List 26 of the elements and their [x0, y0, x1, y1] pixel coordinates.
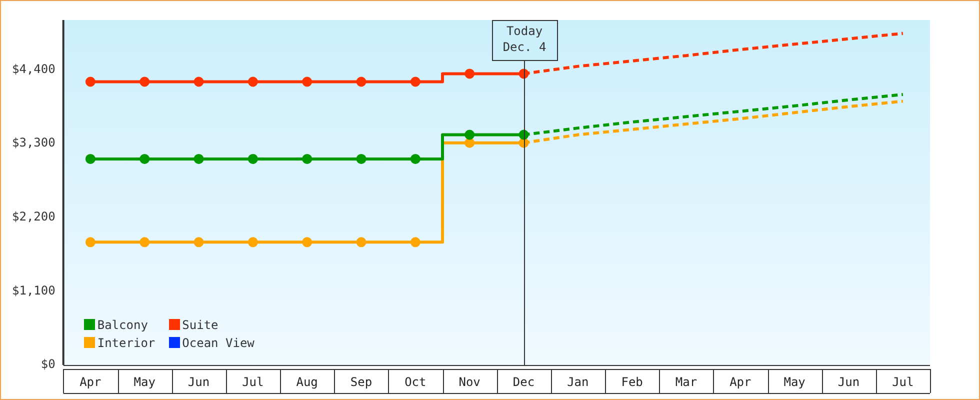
y-tick-label: $1,100 [12, 283, 56, 298]
x-tick-label: Apr [80, 375, 102, 389]
y-tick-label: $0 [40, 357, 56, 372]
y-tick-label: $4,400 [12, 62, 56, 76]
y-tick-label: $2,200 [12, 209, 56, 224]
x-tick-label: Jul [242, 375, 264, 389]
x-tick-label: May [784, 375, 806, 389]
legend-label: Suite [181, 318, 220, 332]
x-tick-label: May [134, 375, 156, 389]
ref-line-label: Today Dec. 4 [502, 24, 546, 54]
legend-label: Ocean View [181, 336, 254, 350]
x-tick-label: Mar [675, 375, 698, 389]
legend-label: Interior [96, 336, 156, 350]
x-tick-label: Dec [512, 375, 535, 389]
x-tick-label: Oct [404, 375, 426, 389]
x-tick-label: Aug [296, 375, 318, 389]
y-tick-label: $3,300 [12, 136, 56, 150]
x-tick-label: Jan [567, 375, 589, 389]
x-tick-label: Sep [350, 375, 372, 389]
x-tick-label: Jun [188, 375, 210, 389]
legend-label: Balcony [96, 318, 149, 332]
x-tick-label: Jul [892, 375, 914, 389]
x-tick-label: Jun [838, 375, 860, 389]
x-tick-label: Feb [621, 375, 643, 389]
x-tick-label: Apr [730, 375, 752, 389]
x-tick-label: Nov [458, 375, 480, 389]
